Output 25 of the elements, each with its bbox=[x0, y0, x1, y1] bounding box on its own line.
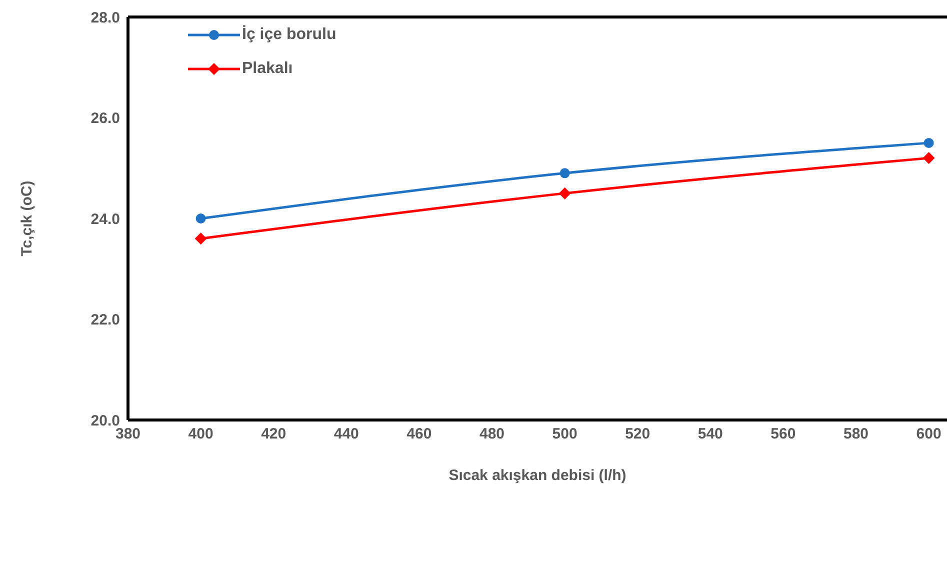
x-tick-label: 540 bbox=[698, 426, 723, 443]
x-tick-label: 480 bbox=[479, 426, 505, 443]
x-tick-label: 420 bbox=[261, 426, 286, 443]
x-tick-label: 500 bbox=[552, 426, 578, 443]
point bbox=[560, 168, 570, 178]
x-axis-title: Sıcak akışkan debisi (l/h) bbox=[448, 467, 626, 484]
point bbox=[924, 138, 934, 148]
y-tick-label: 26.0 bbox=[90, 110, 120, 128]
legend-label: Plakalı bbox=[242, 60, 293, 78]
x-tick-label: 440 bbox=[334, 426, 359, 443]
point bbox=[558, 187, 571, 200]
y-tick-label: 28.0 bbox=[90, 9, 120, 26]
x-tick-label: 460 bbox=[406, 426, 432, 443]
legend-label: İç içe borulu bbox=[242, 26, 336, 44]
x-tick-label: 560 bbox=[770, 426, 796, 443]
y-axis-title: Tc,çık (oC) bbox=[18, 180, 36, 256]
x-tick-label: 600 bbox=[916, 426, 942, 443]
x-tick-label: 400 bbox=[188, 426, 214, 443]
x-tick-label: 520 bbox=[625, 426, 650, 443]
x-tick-label: 580 bbox=[843, 426, 869, 443]
point bbox=[922, 152, 935, 164]
point bbox=[196, 214, 206, 224]
y-tick-label: 22.0 bbox=[90, 312, 120, 329]
point bbox=[194, 232, 207, 245]
y-tick-label: 24.0 bbox=[90, 210, 120, 228]
